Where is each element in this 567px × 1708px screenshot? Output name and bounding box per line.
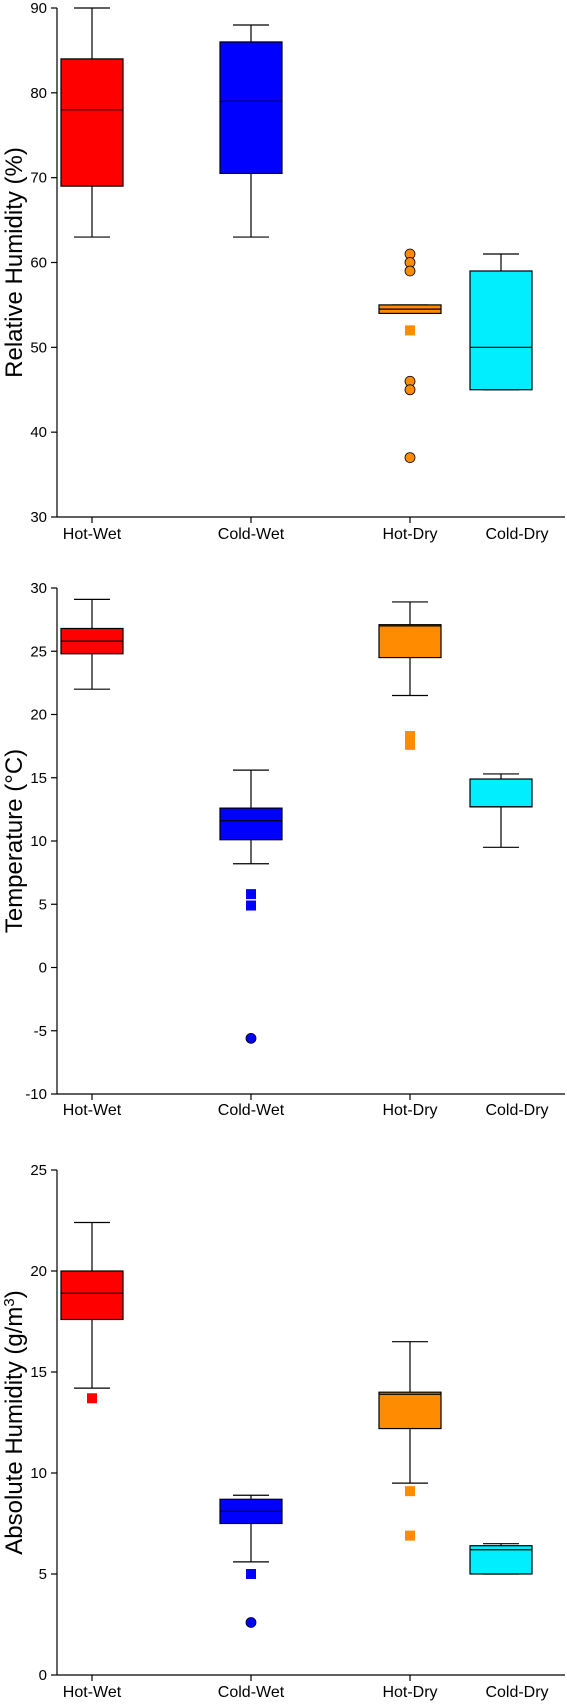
outlier-circle [245, 1617, 257, 1628]
x-category-label: Hot-Wet [63, 526, 122, 543]
y-tick-label: 20 [30, 1263, 47, 1280]
y-tick-label: 30 [30, 509, 47, 526]
y-tick-label: -5 [34, 1023, 47, 1040]
outlier-square [405, 1530, 415, 1541]
chart-panel-2: -10 -5 0 5 10 15 20 25 30 Temperature (°C) Hot-Wet… [1, 580, 565, 1119]
y-tick-label: 5 [39, 896, 47, 913]
y-tick-label: 15 [30, 770, 47, 787]
x-category-label: Hot-Wet [63, 1102, 122, 1119]
x-category-label: Cold-Wet [218, 1102, 285, 1119]
box-cold-wet [219, 24, 283, 238]
y-tick-label: 0 [39, 960, 47, 977]
outlier-circle [404, 384, 416, 396]
x-category-label: Cold-Dry [485, 1102, 548, 1119]
y-tick-label: 25 [30, 643, 47, 660]
y-tick-label: 25 [30, 1162, 47, 1179]
iqr-box [219, 41, 283, 175]
y-tick-label: 5 [39, 1566, 47, 1583]
outlier-square [246, 889, 256, 900]
iqr-box [469, 270, 533, 391]
x-category-label: Cold-Wet [218, 526, 285, 543]
y-tick-label: 10 [30, 1465, 47, 1482]
box-cold-wet [219, 769, 283, 1044]
x-category-label: Cold-Wet [218, 1684, 285, 1701]
outlier-circle [404, 452, 416, 464]
outlier-square [405, 739, 415, 750]
x-category-label: Hot-Dry [382, 1102, 437, 1119]
box-hot-wet [60, 7, 124, 238]
box-cold-dry [469, 773, 533, 848]
iqr-box [60, 1270, 124, 1321]
iqr-box [378, 624, 442, 659]
y-tick-label: -10 [25, 1086, 47, 1103]
iqr-box [469, 1545, 533, 1575]
y-tick-label: 70 [30, 170, 47, 187]
y-tick-label: 60 [30, 255, 47, 272]
y-tick-label: 0 [39, 1667, 47, 1684]
outlier-square [405, 325, 415, 336]
y-axis-title-close: ) [1, 1290, 28, 1298]
outlier-square [246, 900, 256, 911]
box-hot-wet [60, 598, 124, 690]
iqr-box [60, 58, 124, 187]
box-cold-wet [219, 1494, 283, 1628]
x-category-label: Hot-Dry [382, 526, 437, 543]
y-axis-title: Relative Humidity (%) [1, 147, 28, 378]
chart-panel-1: 30 40 50 60 70 80 90 Relative Humidity (%) Hot-W… [1, 0, 565, 543]
y-tick-label: 40 [30, 424, 47, 441]
chart-panel-3: 0 5 10 15 20 25 Absolute Humidity (g/m3) Hot-We… [1, 1162, 565, 1701]
x-category-label: Cold-Dry [485, 1684, 548, 1701]
iqr-box [219, 807, 283, 841]
box-hot-dry [378, 601, 442, 750]
box-cold-dry [469, 1543, 533, 1575]
y-tick-label: 15 [30, 1364, 47, 1381]
y-tick-label: 10 [30, 833, 47, 850]
iqr-box [469, 778, 533, 808]
y-axis-title-superscript: 3 [1, 1298, 18, 1306]
x-category-label: Hot-Wet [63, 1684, 122, 1701]
y-axis-title: Absolute Humidity (g/m3) [1, 1290, 29, 1554]
iqr-box [378, 1391, 442, 1430]
y-tick-label: 20 [30, 707, 47, 724]
x-category-label: Cold-Dry [485, 526, 548, 543]
box-hot-wet [60, 1221, 124, 1404]
outlier-square [405, 1486, 415, 1497]
box-hot-dry [378, 1341, 442, 1541]
y-axis-title: Temperature (°C) [1, 749, 28, 933]
x-category-label: Hot-Dry [382, 1684, 437, 1701]
box-hot-dry [378, 248, 442, 464]
y-tick-label: 50 [30, 339, 47, 356]
y-tick-label: 80 [30, 85, 47, 102]
y-tick-label: 90 [30, 0, 47, 17]
outlier-circle [404, 265, 416, 277]
outlier-square [87, 1393, 97, 1404]
outlier-circle [245, 1032, 257, 1044]
y-tick-label: 30 [30, 580, 47, 597]
outlier-square [246, 1569, 256, 1579]
box-cold-dry [469, 253, 533, 391]
outlier-square [405, 731, 415, 742]
